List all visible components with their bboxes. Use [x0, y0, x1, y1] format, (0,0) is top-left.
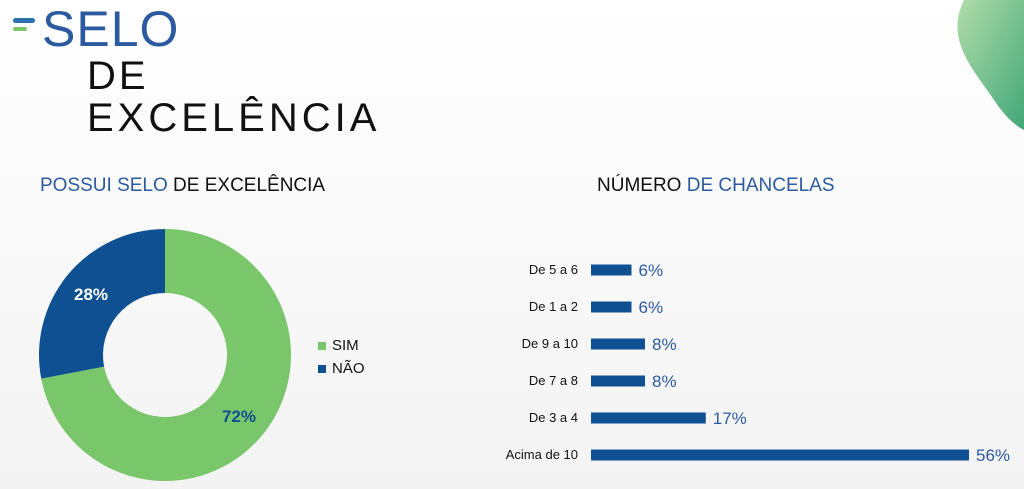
bar-category-acima-de-10: Acima de 10 — [506, 447, 578, 462]
page-title-selo: SELO — [42, 1, 180, 57]
bar-category-de-1-a-2: De 1 a 2 — [529, 299, 578, 314]
donut-legend: SIM NÃO — [318, 334, 365, 380]
legend-item-sim: SIM — [318, 334, 365, 357]
bar-value-de-5-a-6: 6% — [639, 261, 664, 280]
bar-de-1-a-2 — [591, 301, 632, 313]
bar-category-de-5-a-6: De 5 a 6 — [529, 262, 578, 277]
bar-de-9-a-10 — [591, 338, 645, 350]
bar-category-de-7-a-8: De 7 a 8 — [529, 373, 578, 388]
bar-value-de-7-a-8: 8% — [652, 372, 677, 391]
bar-de-7-a-8 — [591, 375, 645, 387]
decorative-wave — [957, 0, 1024, 130]
bar-value-acima-de-10: 56% — [976, 446, 1010, 465]
bar-de-5-a-6 — [591, 264, 632, 276]
legend-label-sim: SIM — [332, 337, 359, 354]
legend-label-nao: NÃO — [332, 360, 365, 377]
legend-swatch-sim — [318, 341, 326, 350]
bar-value-de-1-a-2: 6% — [639, 298, 664, 317]
legend-swatch-nao — [318, 364, 326, 373]
donut-label-sim: 72% — [222, 407, 256, 426]
bar-value-de-3-a-4: 17% — [713, 409, 747, 428]
legend-item-nao: NÃO — [318, 357, 365, 380]
bar-chart-title: NÚMERO DE CHANCELAS — [597, 175, 835, 196]
bar-value-de-9-a-10: 8% — [652, 335, 677, 354]
donut-label-n-o: 28% — [74, 285, 108, 304]
bar-category-de-9-a-10: De 9 a 10 — [522, 336, 578, 351]
donut-slice-sim — [41, 229, 291, 482]
donut-chart-title: POSSUI SELO DE EXCELÊNCIA — [40, 175, 326, 196]
donut-slice-n-o — [38, 229, 165, 379]
bar-de-3-a-4 — [591, 412, 706, 424]
page-title-excelencia: EXCELÊNCIA — [87, 96, 381, 140]
page-title-de: DE — [87, 54, 149, 98]
bar-category-de-3-a-4: De 3 a 4 — [529, 410, 578, 425]
bar-acima-de-10 — [591, 449, 969, 461]
